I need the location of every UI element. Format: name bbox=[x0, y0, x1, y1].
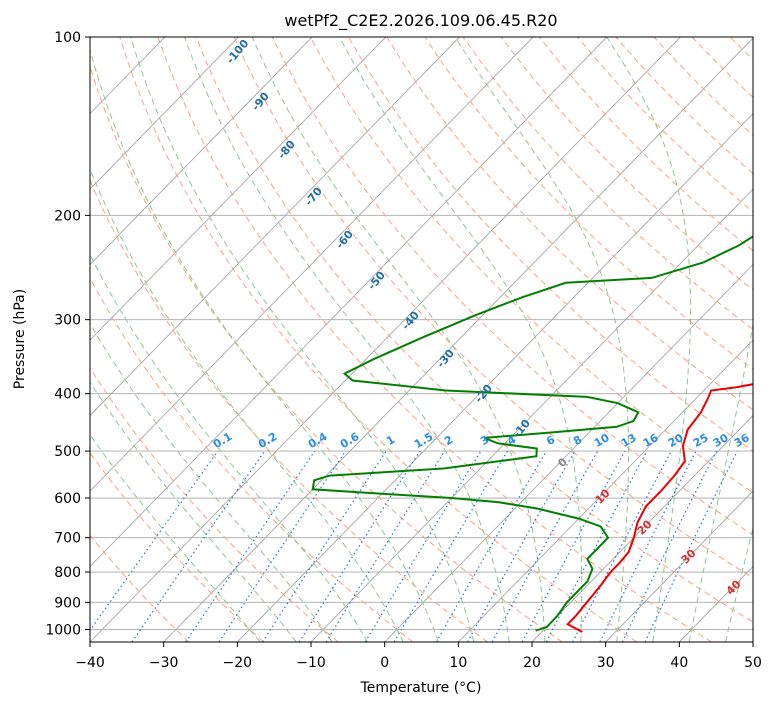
mixing-ratio-line bbox=[621, 450, 718, 642]
moist-adiabat-line bbox=[725, 526, 753, 642]
dry-adiabat-line bbox=[90, 64, 563, 642]
isotherm-line bbox=[90, 37, 239, 190]
x-tick-label: −40 bbox=[75, 655, 105, 671]
moist-adiabat-line bbox=[90, 167, 404, 642]
y-tick-label: 800 bbox=[54, 565, 81, 581]
y-tick-label: 900 bbox=[54, 595, 81, 611]
moist-adiabat-line bbox=[90, 47, 439, 642]
dry-adiabat-line bbox=[271, 37, 753, 536]
moist-adiabat-line bbox=[90, 253, 369, 642]
mixing-ratio-line bbox=[298, 450, 421, 642]
dry-adiabat-line bbox=[768, 37, 775, 642]
dry-adiabat-line bbox=[309, 37, 753, 494]
moist-adiabat-line bbox=[90, 381, 297, 642]
mixing-ratio-line bbox=[521, 450, 626, 642]
plot-area: 0.1 0.2 0.4 0.6 1 1.5 2 3 4 6 8 10 13 16 20 25 30 36-100-… bbox=[90, 37, 775, 642]
dry-adiabat-line bbox=[348, 37, 753, 452]
mixing-ratio-line bbox=[325, 450, 446, 642]
x-axis-label: Temperature (°C) bbox=[360, 680, 482, 696]
isotherm-line bbox=[90, 37, 313, 266]
isotherm-line bbox=[384, 263, 753, 642]
y-tick-label: 400 bbox=[54, 387, 81, 403]
isotherm-line bbox=[310, 188, 753, 642]
isotherm-line bbox=[458, 339, 753, 642]
x-tick-label: 0 bbox=[380, 655, 389, 671]
dry-adiabat-line bbox=[195, 37, 753, 623]
chart-title: wetPf2_C2E2.2026.109.06.45.R20 bbox=[284, 11, 557, 31]
plot-background bbox=[90, 37, 753, 642]
dry-adiabat-line bbox=[90, 277, 414, 642]
y-tick-label: 100 bbox=[54, 30, 81, 46]
x-tick-label: −30 bbox=[149, 655, 179, 671]
mixing-ratio-line bbox=[218, 450, 346, 642]
isotherm-line bbox=[163, 37, 753, 642]
mixing-ratio-line bbox=[185, 450, 316, 642]
x-tick-label: 10 bbox=[449, 655, 467, 671]
dry-adiabat-line bbox=[90, 179, 488, 642]
y-tick-labels: 100 200 300 400 500 600 700 800 900 1000 bbox=[45, 30, 81, 638]
isotherm-line bbox=[90, 37, 387, 341]
y-tick-label: 600 bbox=[54, 491, 81, 507]
isotherm-line bbox=[90, 37, 460, 417]
mixing-ratio-line bbox=[393, 450, 509, 642]
isotherm-line bbox=[237, 113, 753, 642]
isotherm-line bbox=[90, 37, 681, 642]
mixing-ratio-line bbox=[644, 450, 738, 642]
dry-adiabat-line bbox=[233, 37, 753, 579]
x-tick-label: 30 bbox=[597, 655, 615, 671]
temperature-line bbox=[566, 383, 753, 633]
plot-frame bbox=[89, 36, 754, 643]
x-tick-label: 20 bbox=[523, 655, 541, 671]
y-tick-label: 500 bbox=[54, 444, 81, 460]
isotherm-line bbox=[90, 37, 534, 492]
dewpoint-line bbox=[311, 235, 753, 632]
isotherm-line bbox=[90, 37, 608, 568]
moist-adiabat-line bbox=[251, 37, 546, 642]
x-tick-label: −20 bbox=[223, 655, 253, 671]
axes: −40 −30 −20 −10 0 10 20 30 40 50 100 200 300 400 500 60… bbox=[45, 30, 762, 671]
mixing-ratio-labels: 0.1 0.2 0.4 0.6 1 1.5 2 3 4 6 8 10 13 16 20 25 30 36 bbox=[211, 430, 752, 451]
moist-adiabat-line bbox=[606, 37, 692, 642]
isotherm-line bbox=[605, 490, 753, 642]
y-tick-label: 1000 bbox=[45, 622, 81, 638]
moist-adiabat-line bbox=[90, 433, 261, 642]
x-tick-label: 50 bbox=[744, 655, 762, 671]
moist-adiabat-line bbox=[90, 322, 333, 642]
moist-adiabat-line bbox=[184, 37, 510, 642]
mixing-ratio-line bbox=[364, 450, 482, 642]
isotherm-line bbox=[531, 414, 753, 642]
moist-adiabat-line bbox=[688, 321, 753, 642]
mixing-ratio-line bbox=[262, 450, 387, 642]
mixing-ratio-line bbox=[545, 450, 648, 642]
y-tick-label: 200 bbox=[54, 208, 81, 224]
mixing-ratio-line bbox=[90, 450, 219, 632]
y-tick-label: 700 bbox=[54, 531, 81, 547]
mixing-ratio-line bbox=[131, 450, 266, 642]
dry-adiabat-line bbox=[90, 452, 264, 642]
x-tick-label: −10 bbox=[296, 655, 326, 671]
dry-adiabat-line bbox=[119, 37, 638, 642]
y-tick-label: 300 bbox=[54, 313, 81, 329]
y-axis-label: Pressure (hPa) bbox=[12, 289, 28, 389]
isotherm-line bbox=[752, 641, 753, 642]
moist-adiabat-line bbox=[130, 37, 475, 642]
x-tick-label: 40 bbox=[670, 655, 688, 671]
x-tick-labels: −40 −30 −20 −10 0 10 20 30 40 50 bbox=[75, 655, 762, 671]
